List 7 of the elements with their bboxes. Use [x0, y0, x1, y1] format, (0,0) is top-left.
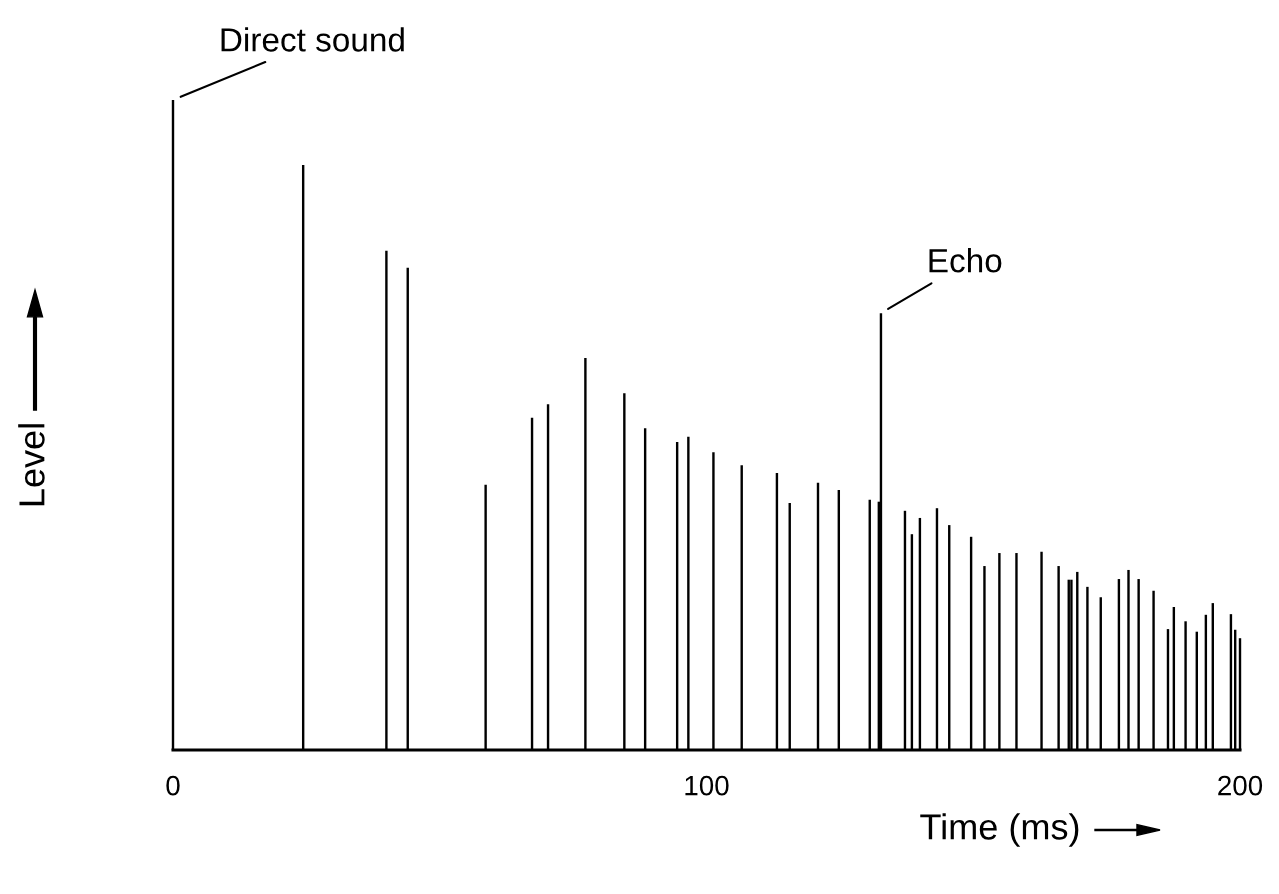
- x-tick-label: 200: [1218, 775, 1263, 796]
- x-axis-title: Time (ms): [920, 813, 1079, 847]
- annotation: Direct sound: [221, 27, 404, 52]
- x-tick-label: 100: [685, 775, 729, 796]
- y-axis-title: Level: [18, 424, 45, 506]
- x-tick-label: 0: [166, 775, 180, 796]
- annotation: Echo: [929, 248, 1002, 273]
